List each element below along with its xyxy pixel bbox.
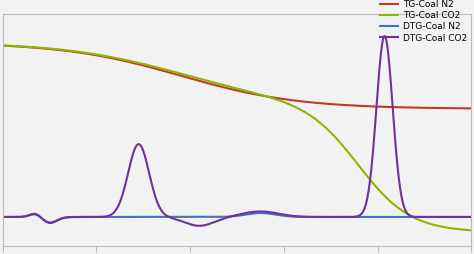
TG-Coal CO2 — [321, 125, 327, 128]
DTG-Coal CO2 — [468, 215, 474, 218]
DTG-Coal N2 — [190, 215, 196, 218]
DTG-Coal N2 — [322, 215, 328, 218]
TG-Coal CO2 — [206, 80, 212, 83]
DTG-Coal N2 — [207, 215, 212, 218]
Line: TG-Coal N2: TG-Coal N2 — [3, 46, 471, 108]
DTG-Coal N2 — [0, 215, 6, 218]
TG-Coal N2 — [468, 107, 474, 110]
DTG-Coal CO2 — [365, 190, 371, 193]
TG-Coal CO2 — [374, 186, 379, 189]
Line: DTG-Coal N2: DTG-Coal N2 — [3, 213, 471, 222]
DTG-Coal CO2 — [0, 215, 6, 218]
DTG-Coal N2 — [257, 212, 263, 215]
TG-Coal N2 — [48, 47, 54, 51]
TG-Coal CO2 — [0, 44, 6, 47]
DTG-Coal CO2 — [374, 99, 380, 102]
TG-Coal CO2 — [468, 229, 474, 232]
DTG-Coal CO2 — [322, 215, 328, 218]
Line: DTG-Coal CO2: DTG-Coal CO2 — [3, 36, 471, 226]
TG-Coal CO2 — [190, 75, 195, 78]
DTG-Coal CO2 — [190, 223, 195, 226]
DTG-Coal N2 — [48, 221, 54, 224]
DTG-Coal N2 — [468, 215, 474, 218]
TG-Coal N2 — [206, 82, 212, 85]
TG-Coal CO2 — [365, 176, 371, 179]
DTG-Coal CO2 — [382, 35, 387, 38]
TG-Coal N2 — [0, 44, 6, 47]
TG-Coal N2 — [321, 102, 327, 105]
Line: TG-Coal CO2: TG-Coal CO2 — [3, 45, 471, 230]
DTG-Coal N2 — [47, 221, 53, 224]
DTG-Coal CO2 — [48, 221, 54, 225]
DTG-Coal N2 — [374, 215, 380, 218]
Legend: TG-Coal N2, TG-Coal CO2, DTG-Coal N2, DTG-Coal CO2: TG-Coal N2, TG-Coal CO2, DTG-Coal N2, DT… — [380, 0, 467, 43]
TG-Coal CO2 — [48, 47, 54, 50]
DTG-Coal CO2 — [207, 222, 212, 225]
DTG-Coal CO2 — [196, 224, 202, 227]
DTG-Coal N2 — [366, 215, 372, 218]
TG-Coal N2 — [374, 105, 379, 108]
TG-Coal N2 — [365, 105, 371, 108]
TG-Coal N2 — [190, 77, 195, 81]
